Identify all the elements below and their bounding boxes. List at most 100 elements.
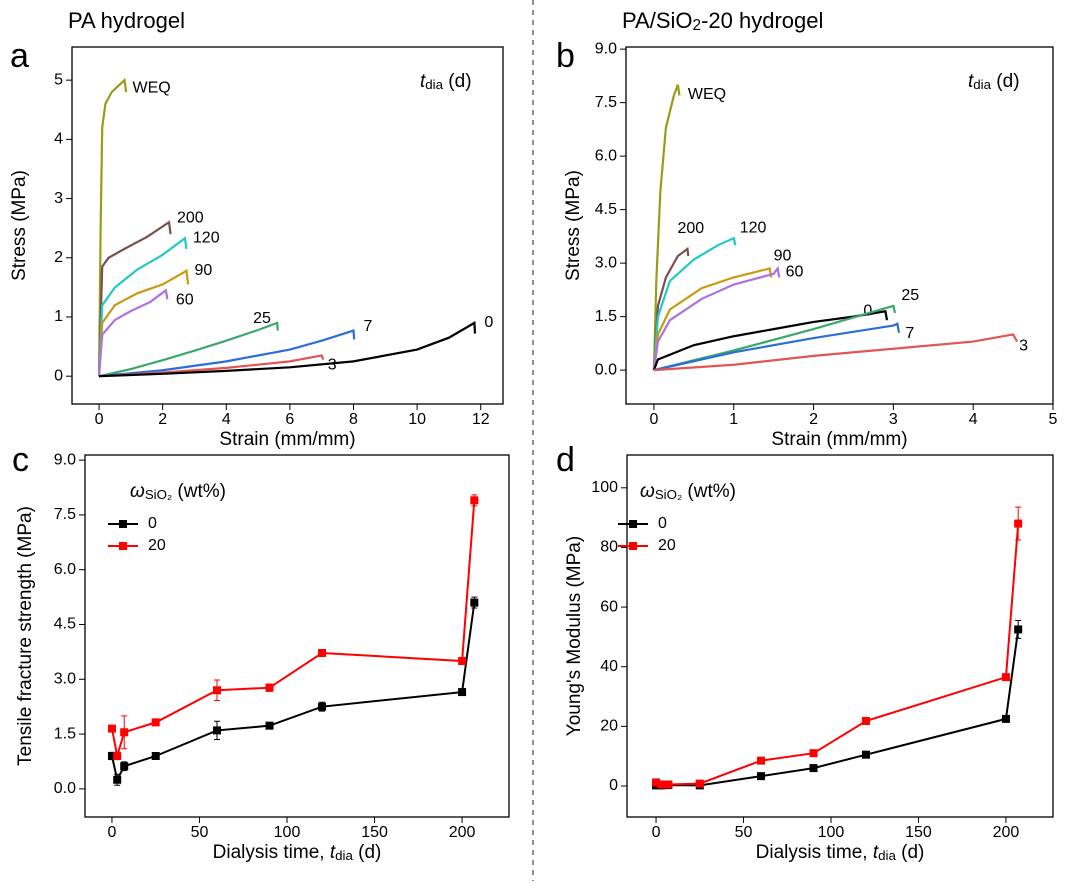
legend-title-run: SiO₂ xyxy=(655,487,682,502)
y-tick-label: 1.5 xyxy=(54,725,76,742)
x-tick-label: 1 xyxy=(729,411,738,428)
y-axis-label-run: Stress (MPa) xyxy=(9,170,30,281)
y-tick-label: 100 xyxy=(591,479,618,496)
panel-letter: a xyxy=(10,37,29,75)
point xyxy=(151,751,160,760)
y-tick-label: 3 xyxy=(54,190,63,207)
curve xyxy=(652,310,889,371)
y-tick-label: 9.0 xyxy=(54,451,76,468)
y-tick-label: 20 xyxy=(600,718,618,735)
x-axis-label: Dialysis time, tdia (d) xyxy=(756,842,925,863)
legend-title: tdia (d) xyxy=(420,71,472,92)
curve-label: WEQ xyxy=(132,79,170,96)
point xyxy=(120,728,129,737)
legend-title: tdia (d) xyxy=(968,71,1020,92)
x-axis-label: Dialysis time, tdia (d) xyxy=(213,842,382,863)
curve xyxy=(98,321,477,378)
point xyxy=(265,721,274,730)
x-tick-label: 100 xyxy=(818,824,845,841)
legend-marker xyxy=(119,542,127,550)
panel-title-run: -20 hydrogel xyxy=(701,8,823,33)
y-tick-label: 2 xyxy=(54,249,63,266)
curve-label: 60 xyxy=(176,292,194,309)
legend-title: ωSiO₂ (wt%) xyxy=(130,481,226,502)
x-tick-label: 4 xyxy=(969,411,978,428)
x-tick-label: 150 xyxy=(361,824,388,841)
y-tick-label: 9.0 xyxy=(595,40,617,57)
y-tick-label: 0 xyxy=(54,367,63,384)
x-axis-label: Strain (mm/mm) xyxy=(771,429,907,450)
y-axis-label-run: Tensile fracture strength (MPa) xyxy=(15,506,36,766)
y-tick-label: 0.0 xyxy=(595,361,617,378)
curve-label: 200 xyxy=(177,209,204,226)
point xyxy=(113,775,122,784)
x-tick-label: 6 xyxy=(285,411,294,428)
x-axis-label-run: (d) xyxy=(896,842,925,863)
curve xyxy=(97,288,169,377)
legend-title-run: t xyxy=(968,71,974,92)
y-axis-label: Tensile fracture strength (MPa) xyxy=(15,506,36,766)
x-tick-label: 5 xyxy=(1049,411,1058,428)
curve-label: 90 xyxy=(774,248,792,265)
curve-label: 120 xyxy=(740,219,767,236)
curve-label: 3 xyxy=(328,357,337,374)
y-axis-label-run: Young's Modulus (MPa) xyxy=(564,536,585,736)
curve-label: 60 xyxy=(786,264,804,281)
legend-title-run: dia xyxy=(425,77,443,92)
x-tick-label: 3 xyxy=(889,411,898,428)
legend-marker xyxy=(629,520,637,528)
x-tick-label: 8 xyxy=(349,411,358,428)
x-tick-label: 2 xyxy=(809,411,818,428)
curve xyxy=(98,321,279,378)
curve xyxy=(97,220,172,377)
point xyxy=(1001,673,1010,682)
x-tick-label: 50 xyxy=(735,824,753,841)
y-axis-label: Young's Modulus (MPa) xyxy=(564,536,585,736)
plot-frame xyxy=(626,454,1054,818)
legend-title-run: ω xyxy=(640,481,655,502)
y-tick-label: 7.5 xyxy=(54,506,76,523)
legend-label: 20 xyxy=(148,537,166,554)
point xyxy=(757,772,766,781)
x-axis-label-run: dia xyxy=(335,848,353,863)
x-tick-label: 150 xyxy=(905,824,932,841)
point xyxy=(212,726,221,735)
point xyxy=(1001,714,1010,723)
x-axis-label-run: Dialysis time, xyxy=(756,842,873,863)
point xyxy=(318,702,327,711)
legend-title-run: (wt%) xyxy=(682,481,736,502)
point xyxy=(120,762,129,771)
plot-frame xyxy=(84,454,510,818)
y-tick-label: 4 xyxy=(54,131,63,148)
x-axis-label-run: t xyxy=(873,842,879,863)
x-tick-label: 200 xyxy=(993,824,1020,841)
point xyxy=(861,716,870,725)
plot-frame xyxy=(71,46,504,405)
curve xyxy=(98,329,356,378)
point xyxy=(1014,519,1023,528)
x-tick-label: 100 xyxy=(274,824,301,841)
legend-marker xyxy=(629,542,637,550)
point xyxy=(652,778,661,787)
x-tick-label: 0 xyxy=(649,411,658,428)
panel-letter: b xyxy=(556,37,575,75)
series-line xyxy=(655,523,1020,786)
y-tick-label: 7.5 xyxy=(595,94,617,111)
y-tick-label: 6.0 xyxy=(54,561,76,578)
series-line xyxy=(110,602,476,783)
curve xyxy=(652,265,781,371)
x-tick-label: 4 xyxy=(222,411,231,428)
point xyxy=(809,764,818,773)
plot-frame xyxy=(625,46,1054,405)
point xyxy=(664,780,673,789)
y-tick-label: 4.5 xyxy=(54,616,76,633)
panel-title-run: PA hydrogel xyxy=(68,8,185,33)
x-tick-label: 2 xyxy=(158,411,167,428)
point xyxy=(470,496,479,505)
legend-title-run: SiO₂ xyxy=(145,487,172,502)
legend-label: 0 xyxy=(148,515,157,532)
point xyxy=(212,686,221,695)
legend-title-run: t xyxy=(420,71,426,92)
x-tick-label: 200 xyxy=(449,824,476,841)
curve-label: 25 xyxy=(253,310,271,327)
